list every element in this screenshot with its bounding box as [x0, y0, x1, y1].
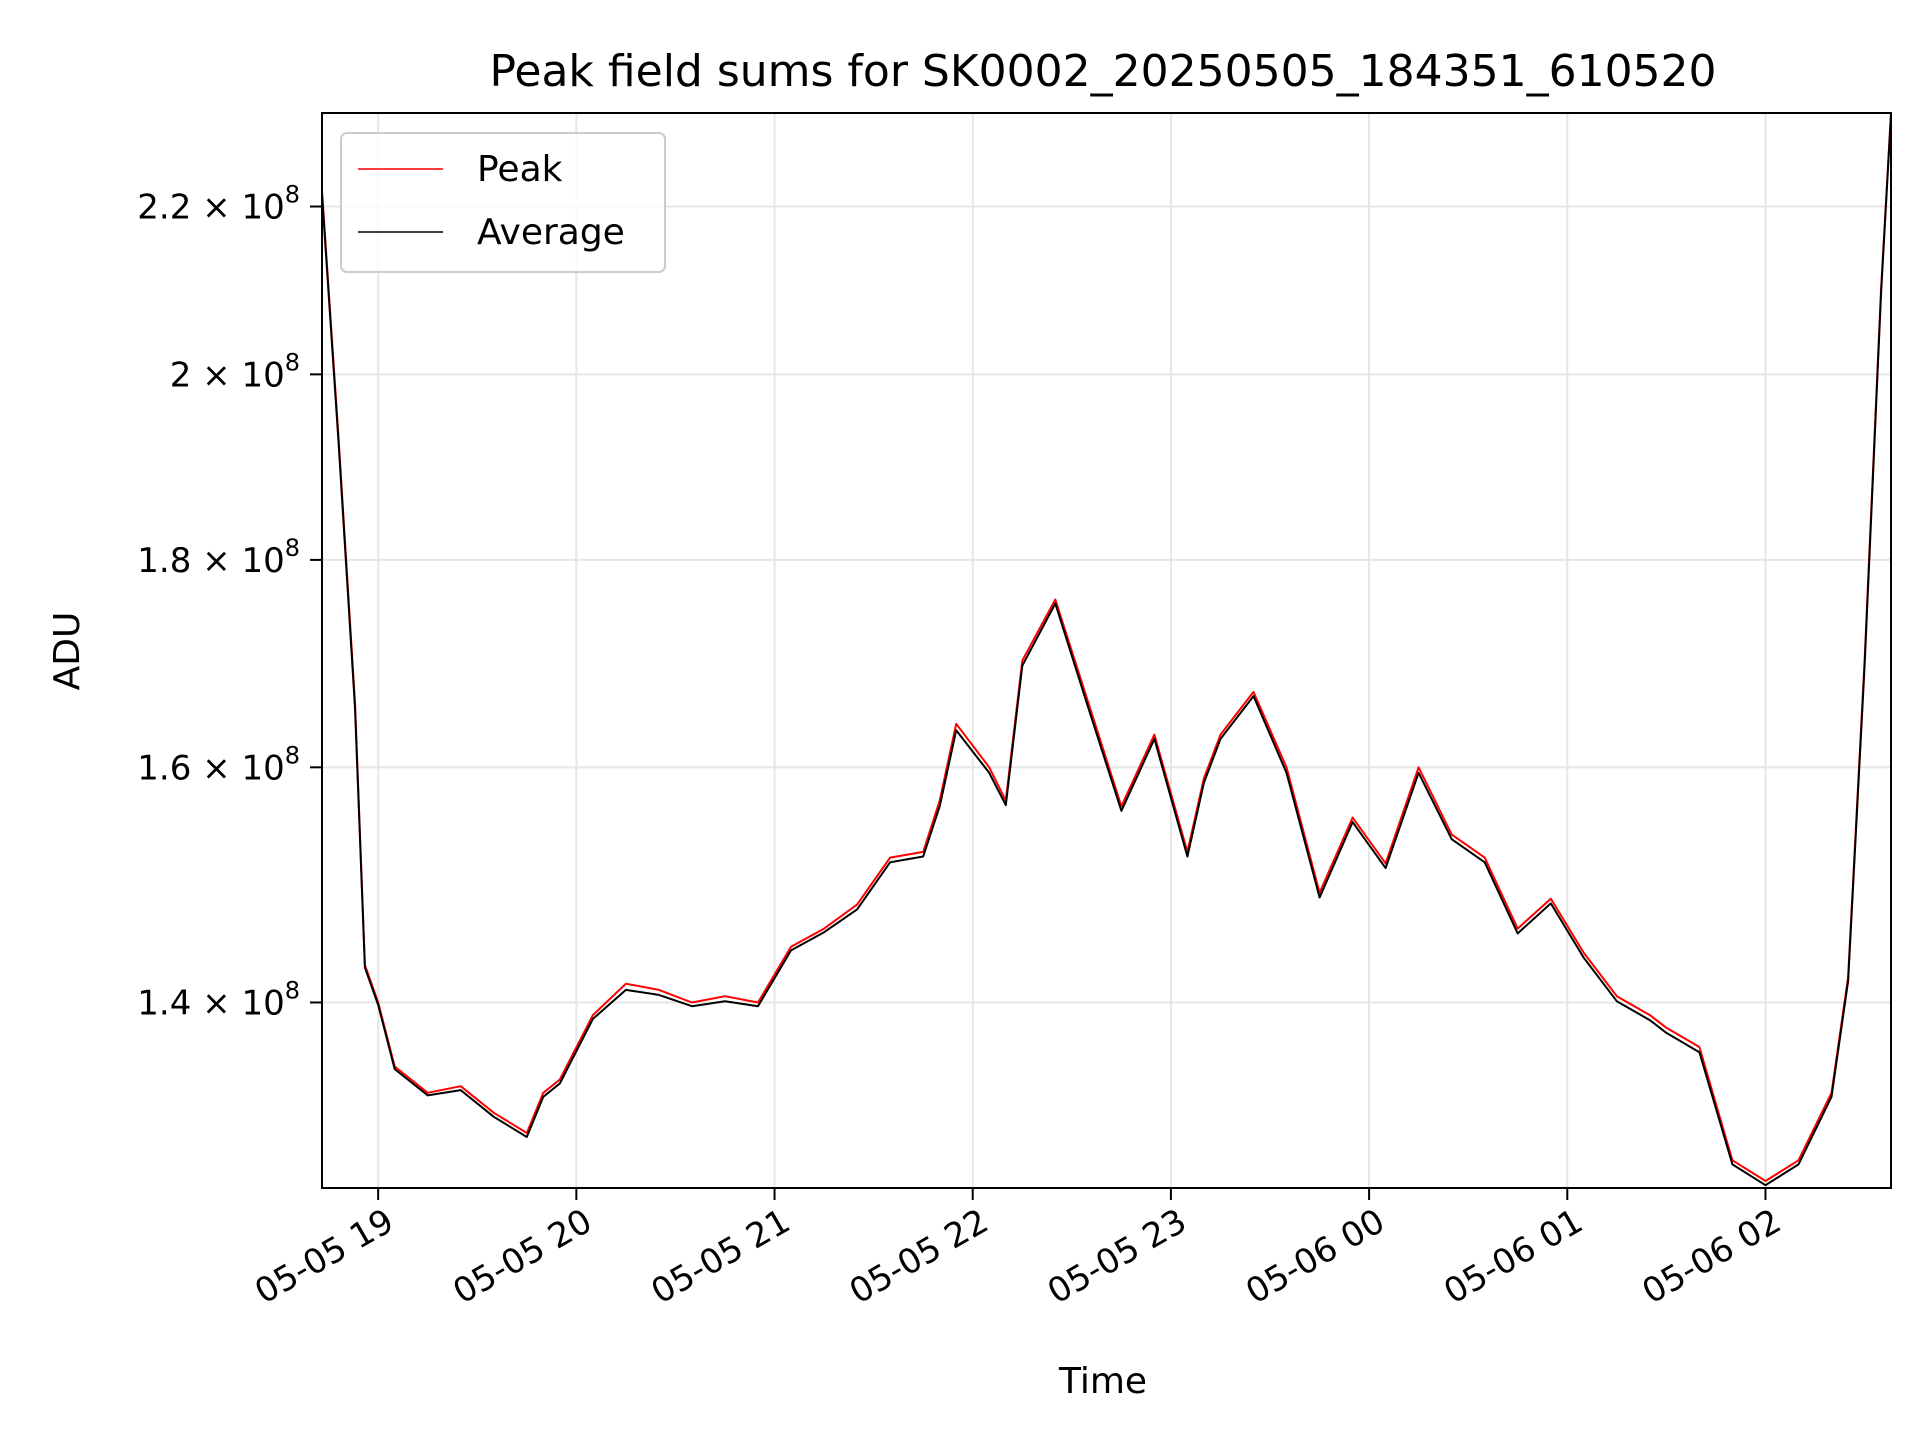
y-tick-label: 1.4 × 108 [137, 976, 300, 1023]
y-axis-label: ADU [47, 612, 88, 691]
series-line-average [321, 114, 1892, 1187]
legend-box [340, 132, 666, 273]
plot-frame [321, 112, 1892, 1189]
y-tick-label: 1.6 × 108 [137, 741, 300, 788]
series-line-peak [321, 112, 1892, 1182]
y-tick-label: 2.2 × 108 [137, 181, 300, 228]
series-layer [321, 112, 1892, 1187]
x-axis-label: Time [1058, 1361, 1147, 1402]
chart-title: Peak field sums for SK0002_20250505_1843… [489, 46, 1716, 97]
legend-label-peak: Peak [477, 149, 563, 190]
y-tick-label: 2 × 108 [170, 348, 300, 395]
y-axis: 1.4 × 108 1.6 × 108 1.8 × 108 2 × 108 2.2 × … [137, 181, 322, 1023]
legend: Peak Average [340, 132, 666, 273]
y-tick-label: 1.8 × 108 [137, 534, 300, 581]
legend-label-average: Average [477, 212, 625, 253]
